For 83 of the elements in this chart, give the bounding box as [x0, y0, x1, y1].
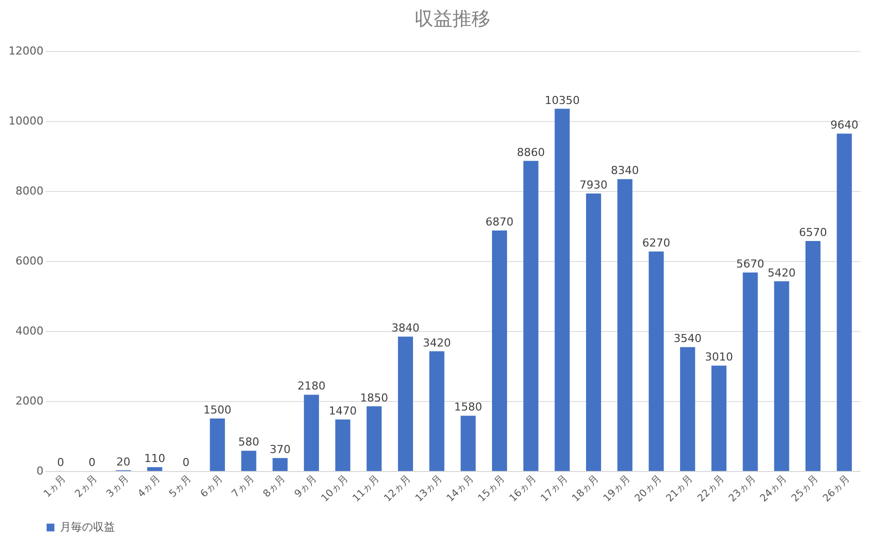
bar: [147, 467, 162, 471]
data-label: 0: [182, 456, 190, 469]
x-tick-label: 6ヵ月: [198, 474, 226, 500]
y-tick-label: 6000: [16, 254, 44, 268]
y-tick-label: 10000: [8, 114, 44, 128]
x-tick-label: 13ヵ月: [414, 474, 445, 504]
x-tick-label: 3ヵ月: [104, 474, 132, 500]
data-label: 1470: [328, 404, 357, 418]
x-tick-label: 20ヵ月: [633, 474, 664, 504]
data-label: 8860: [516, 146, 545, 159]
x-tick-label: 17ヵ月: [539, 474, 570, 504]
x-tick-label: 18ヵ月: [570, 474, 602, 504]
data-label: 5420: [768, 266, 796, 280]
x-tick-label: 5ヵ月: [167, 474, 194, 500]
data-label: 1500: [203, 404, 232, 416]
bar: [398, 336, 414, 471]
data-label: 0: [88, 456, 96, 469]
x-tick-label: 14ヵ月: [445, 474, 476, 504]
data-label: 6570: [798, 226, 827, 240]
data-label: 3540: [674, 332, 702, 346]
data-label: 5670: [736, 258, 764, 271]
data-label: 1580: [454, 400, 482, 414]
data-label: 110: [144, 452, 166, 466]
data-label: 1850: [360, 391, 388, 404]
x-tick-label: 24ヵ月: [758, 474, 790, 504]
bar: [429, 351, 444, 471]
x-tick-label: 21ヵ月: [664, 474, 696, 504]
y-tick-label: 0: [36, 464, 44, 478]
bar: [241, 450, 256, 471]
bar: [554, 108, 570, 471]
x-tick-label: 7ヵ月: [230, 474, 257, 500]
data-label: 3420: [422, 336, 451, 350]
data-label: 8340: [610, 164, 639, 178]
x-tick-label: 23ヵ月: [727, 474, 758, 504]
bar: [742, 272, 758, 471]
data-label: 9640: [830, 118, 858, 132]
bar: [617, 179, 632, 471]
y-tick-label: 8000: [16, 184, 44, 198]
bar: [460, 416, 476, 471]
data-label: 6270: [642, 236, 670, 250]
x-tick-label: 19ヵ月: [602, 474, 633, 504]
bar: [805, 241, 821, 471]
data-label: 2180: [297, 380, 326, 393]
data-label: 580: [238, 436, 260, 449]
x-tick-label: 26ヵ月: [821, 474, 852, 504]
x-tick-label: 9ヵ月: [292, 474, 320, 500]
data-label: 3010: [704, 350, 733, 364]
x-tick-label: 25ヵ月: [790, 474, 821, 504]
y-tick-label: 12000: [8, 44, 44, 58]
x-tick-label: 1ヵ月: [42, 474, 68, 500]
bar: [523, 160, 538, 471]
x-tick-label: 15ヵ月: [476, 474, 508, 504]
bar: [492, 230, 508, 471]
x-tick-label: 16ヵ月: [508, 474, 539, 504]
data-label: 7930: [580, 178, 608, 192]
data-label: 6870: [486, 216, 514, 229]
data-label: 10350: [544, 94, 580, 107]
bar: [272, 458, 288, 471]
x-tick-label: 22ヵ月: [696, 474, 727, 504]
legend-label: 月毎の収益: [60, 520, 115, 534]
x-tick-label: 12ヵ月: [382, 474, 414, 504]
data-label: 3840: [391, 322, 420, 335]
bar: [836, 134, 852, 471]
bar: [774, 281, 790, 471]
x-tick-label: 11ヵ月: [350, 474, 382, 504]
x-tick-label: 8ヵ月: [261, 474, 288, 500]
chart-title: 収益推移: [414, 8, 490, 30]
bar: [680, 347, 696, 471]
x-tick-label: 4ヵ月: [136, 474, 162, 500]
bar: [335, 420, 350, 471]
bar: [304, 394, 319, 471]
x-tick-label: 2ヵ月: [73, 474, 100, 500]
y-tick-label: 4000: [16, 324, 44, 338]
bar: [366, 406, 382, 471]
x-tick-label: 10ヵ月: [320, 474, 351, 504]
bar: [711, 366, 726, 471]
data-label: 20: [116, 455, 130, 468]
bar: [210, 418, 225, 471]
y-tick-label: 2000: [16, 394, 44, 408]
data-label: 0: [57, 456, 64, 469]
data-label: 370: [270, 443, 291, 456]
bar: [586, 193, 602, 471]
bar: [648, 252, 664, 471]
